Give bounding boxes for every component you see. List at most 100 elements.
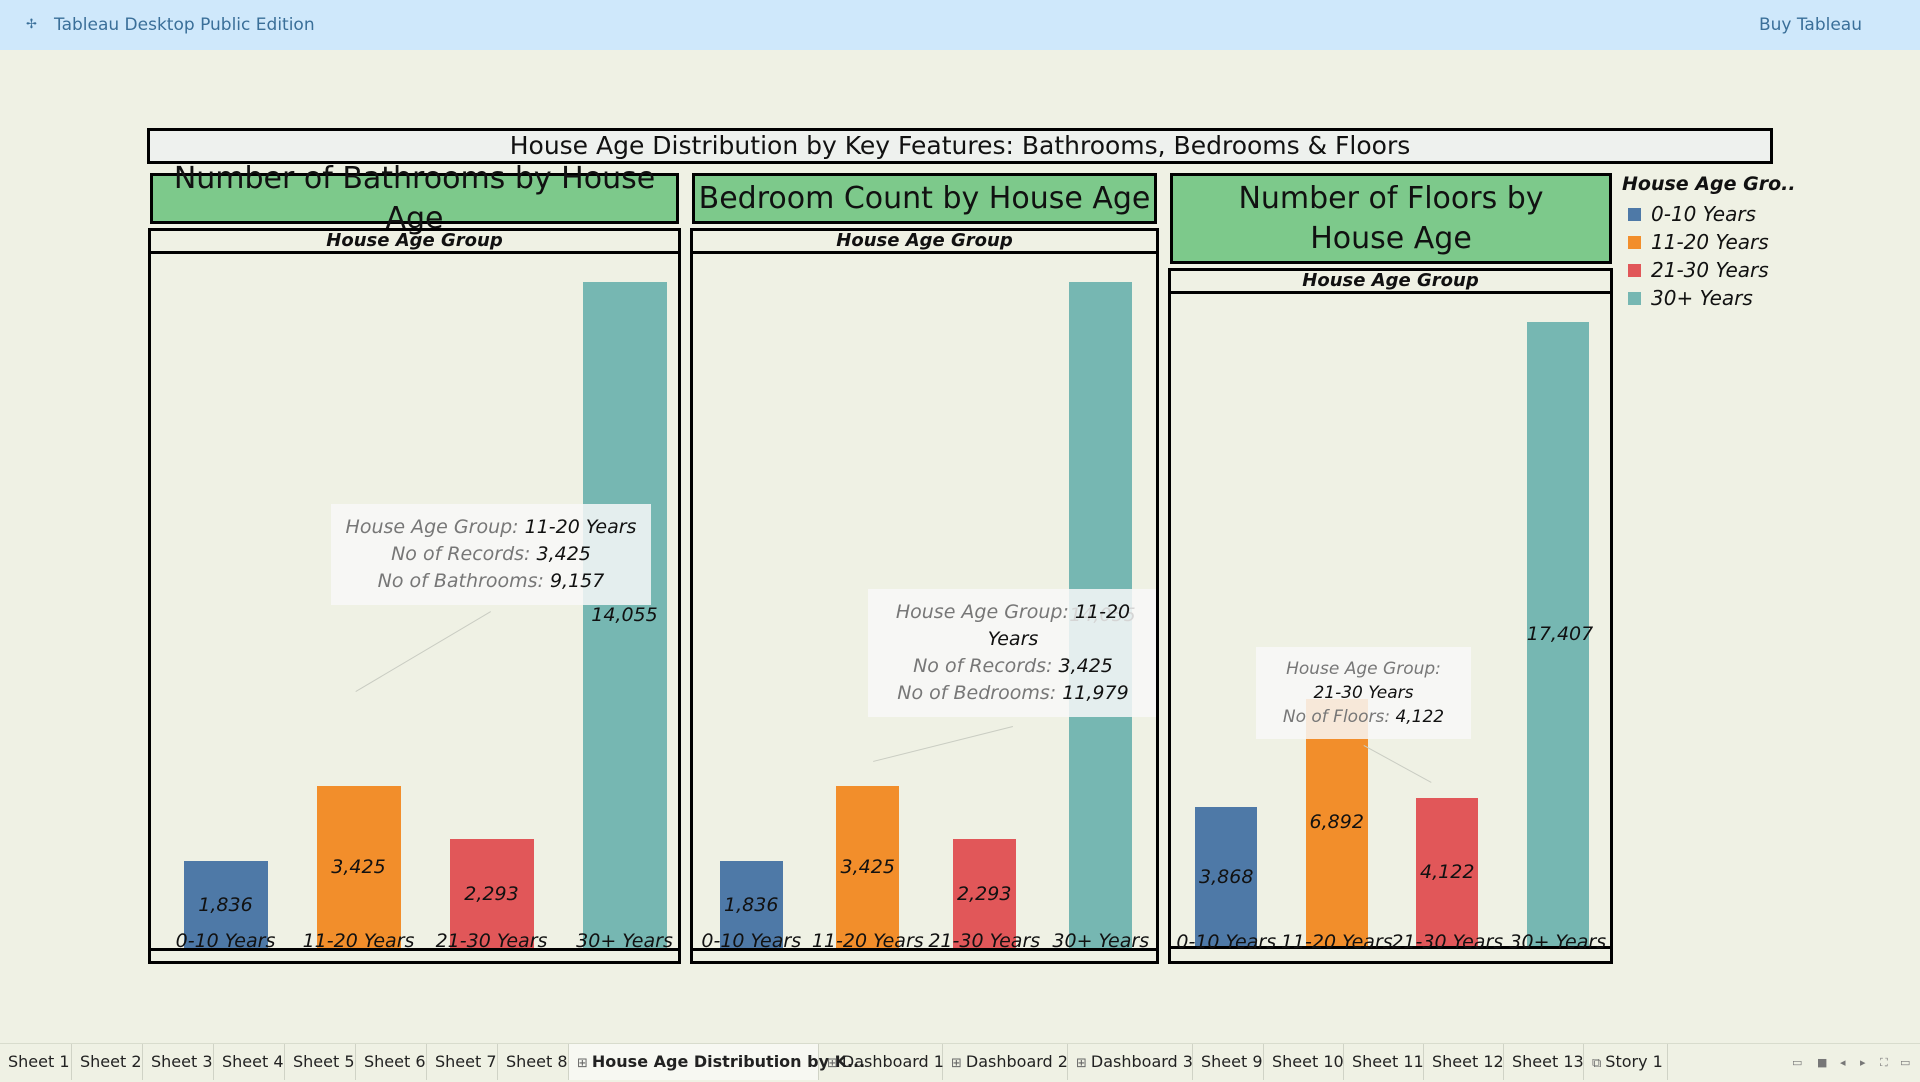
fullscreen-icon[interactable]: ⛶ xyxy=(1880,1056,1888,1069)
tab-label: Sheet 5 xyxy=(293,1052,355,1071)
show-tabs-icon[interactable]: ■ xyxy=(1817,1056,1828,1069)
bar-21-30-years[interactable]: 4,122 xyxy=(1416,798,1479,946)
tooltip-line: House Age Group: 11-20 Years xyxy=(876,599,1150,653)
x-tick-label: 30+ Years xyxy=(576,930,673,952)
tab-label: Sheet 10 xyxy=(1272,1052,1344,1071)
tooltip-line: 21-30 Years xyxy=(1264,681,1463,705)
tab-sheet-11[interactable]: Sheet 11 xyxy=(1344,1044,1424,1080)
bar-0-10-years[interactable]: 1,836 xyxy=(719,861,783,948)
bar-0-10-years[interactable]: 3,868 xyxy=(1195,807,1258,946)
tab-dashboard-3[interactable]: ⊞ Dashboard 3 xyxy=(1068,1044,1193,1080)
tab-dashboard-2[interactable]: ⊞ Dashboard 2 xyxy=(943,1044,1068,1080)
tooltip-line: No of Floors: 4,122 xyxy=(1264,705,1463,729)
tooltip-line: House Age Group: 11-20 Years xyxy=(339,514,643,541)
x-tick-label: 30+ Years xyxy=(1509,931,1607,953)
chart-bathrooms[interactable]: House Age Group 1,836 3,425 2,293 14,055 Hou… xyxy=(148,228,681,964)
tooltip-line: No of Bathrooms: 9,157 xyxy=(339,568,643,595)
tooltip-value: 3,425 xyxy=(536,543,591,565)
presentation-icon[interactable]: ▭ xyxy=(1900,1056,1911,1069)
tooltip-leader-line xyxy=(1363,745,1431,783)
x-axis: 0-10 Years 11-20 Years 21-30 Years 30+ Year… xyxy=(151,922,678,961)
dashboard-icon: ⊞ xyxy=(1076,1056,1087,1071)
chart-floors[interactable]: House Age Group 3,868 6,892 4,122 17,407 Hou… xyxy=(1168,268,1613,964)
tab-dashboard-1[interactable]: ⊞ Dashboard 1 xyxy=(819,1044,944,1080)
tab-sheet-13[interactable]: Sheet 13 xyxy=(1504,1044,1584,1080)
tab-label: Sheet 7 xyxy=(435,1052,497,1071)
tab-sheet-5[interactable]: Sheet 5 xyxy=(285,1044,356,1080)
bar-value-label: 1,836 xyxy=(724,893,779,916)
next-sheet-icon[interactable]: ▸ xyxy=(1860,1056,1866,1069)
dashboard-icon: ⊞ xyxy=(827,1056,838,1071)
tab-house-age-distribution-by-k[interactable]: ⊞ House Age Distribution by K... xyxy=(569,1044,865,1080)
bar-11-20-years[interactable]: 3,425 xyxy=(836,785,900,948)
legend-item[interactable]: 0-10 Years xyxy=(1622,200,1796,228)
chart-bedrooms[interactable]: House Age Group 1,8363,4252,29314,055Hou… xyxy=(690,228,1159,964)
bar-value-label: 4,122 xyxy=(1420,861,1475,884)
tableau-logo-icon: ✢ xyxy=(26,17,37,32)
tab-label: Sheet 11 xyxy=(1352,1052,1424,1071)
tab-label: Sheet 12 xyxy=(1432,1052,1504,1071)
bar-30-years[interactable]: 14,055 xyxy=(582,282,667,948)
bar-value-label: 17,407 xyxy=(1526,623,1594,645)
color-legend[interactable]: House Age Gro.. 0-10 Years 11-20 Years 21-… xyxy=(1622,173,1796,312)
tooltip-line: No of Bedrooms: 11,979 xyxy=(876,680,1150,707)
tab-sheet-8[interactable]: Sheet 8 xyxy=(498,1044,569,1080)
tooltip-value: 3,425 xyxy=(1058,655,1113,677)
bar-value-label: 3,425 xyxy=(840,855,895,878)
bar-value-label: 6,892 xyxy=(1309,811,1364,834)
tab-label: Dashboard 3 xyxy=(1090,1052,1193,1071)
tab-sheet-9[interactable]: Sheet 9 xyxy=(1193,1044,1264,1080)
x-tick-label: 30+ Years xyxy=(1052,930,1150,952)
bar-30-years[interactable]: 17,407 xyxy=(1526,322,1594,946)
tab-sheet-4[interactable]: Sheet 4 xyxy=(214,1044,285,1080)
tooltip-key: No of Records: xyxy=(913,655,1059,677)
tab-story-1[interactable]: ⧉ Story 1 xyxy=(1584,1044,1668,1080)
x-tick-label: 21-30 Years xyxy=(435,930,548,952)
x-tick-label: 0-10 Years xyxy=(175,930,276,952)
show-filmstrip-icon[interactable]: ▭ xyxy=(1792,1056,1803,1069)
tooltip-key: House Age Group: xyxy=(1286,659,1441,679)
tooltip-key: House Age Group: xyxy=(895,601,1075,623)
bar-11-20-years[interactable]: 6,892 xyxy=(1305,698,1368,946)
tab-sheet-6[interactable]: Sheet 6 xyxy=(356,1044,427,1080)
plot-area[interactable]: 3,868 6,892 4,122 17,407 House Age Group: 21… xyxy=(1171,294,1610,949)
tab-sheet-7[interactable]: Sheet 7 xyxy=(427,1044,498,1080)
bar-value-label: 3,868 xyxy=(1199,865,1254,888)
bar-21-30-years[interactable]: 2,293 xyxy=(449,839,534,948)
x-tick-label: 21-30 Years xyxy=(1391,931,1504,953)
x-tick-label: 0-10 Years xyxy=(701,930,802,952)
tooltip-value: 9,157 xyxy=(549,570,605,592)
prev-sheet-icon[interactable]: ◂ xyxy=(1840,1056,1846,1069)
chart-title-bathrooms: Number of Bathrooms by House Age xyxy=(150,161,679,236)
bar-0-10-years[interactable]: 1,836 xyxy=(183,861,268,948)
legend-item[interactable]: 21-30 Years xyxy=(1622,256,1796,284)
bar-11-20-years[interactable]: 3,425 xyxy=(316,785,401,948)
tab-sheet-10[interactable]: Sheet 10 xyxy=(1264,1044,1344,1080)
x-tick-label: 0-10 Years xyxy=(1176,931,1277,953)
tab-sheet-2[interactable]: Sheet 2 xyxy=(72,1044,143,1080)
tab-sheet-12[interactable]: Sheet 12 xyxy=(1424,1044,1504,1080)
tab-sheet-1[interactable]: Sheet 1 xyxy=(0,1044,72,1080)
tooltip-line: No of Records: 3,425 xyxy=(876,653,1150,680)
legend-label: 11-20 Years xyxy=(1651,230,1769,254)
tooltip: House Age Group: 11-20 Years No of Record… xyxy=(868,589,1156,717)
legend-label: 0-10 Years xyxy=(1651,202,1756,226)
legend-item[interactable]: 11-20 Years xyxy=(1622,228,1796,256)
tooltip-key: No of Floors: xyxy=(1282,707,1396,727)
tab-sheet-3[interactable]: Sheet 3 xyxy=(143,1044,214,1080)
bar-21-30-years[interactable]: 2,293 xyxy=(952,839,1016,948)
tab-label: House Age Distribution by K... xyxy=(591,1052,866,1071)
tab-label: Sheet 13 xyxy=(1512,1052,1584,1071)
top-bar: ✢ Tableau Desktop Public Edition Buy Tab… xyxy=(0,0,1920,50)
tab-label: Dashboard 1 xyxy=(841,1052,944,1071)
tooltip-line: No of Records: 3,425 xyxy=(339,541,643,568)
sheet-tab-bar: Sheet 1 Sheet 2 Sheet 3 Sheet 4 Sheet 5 Sheet… xyxy=(0,1043,1920,1080)
legend-item[interactable]: 30+ Years xyxy=(1622,284,1796,312)
tab-label: Sheet 4 xyxy=(222,1052,284,1071)
tooltip-value: 4,122 xyxy=(1395,707,1445,727)
tab-label: Sheet 3 xyxy=(151,1052,213,1071)
tooltip-leader-line xyxy=(355,611,491,692)
buy-tableau-link[interactable]: Buy Tableau xyxy=(1758,15,1862,35)
